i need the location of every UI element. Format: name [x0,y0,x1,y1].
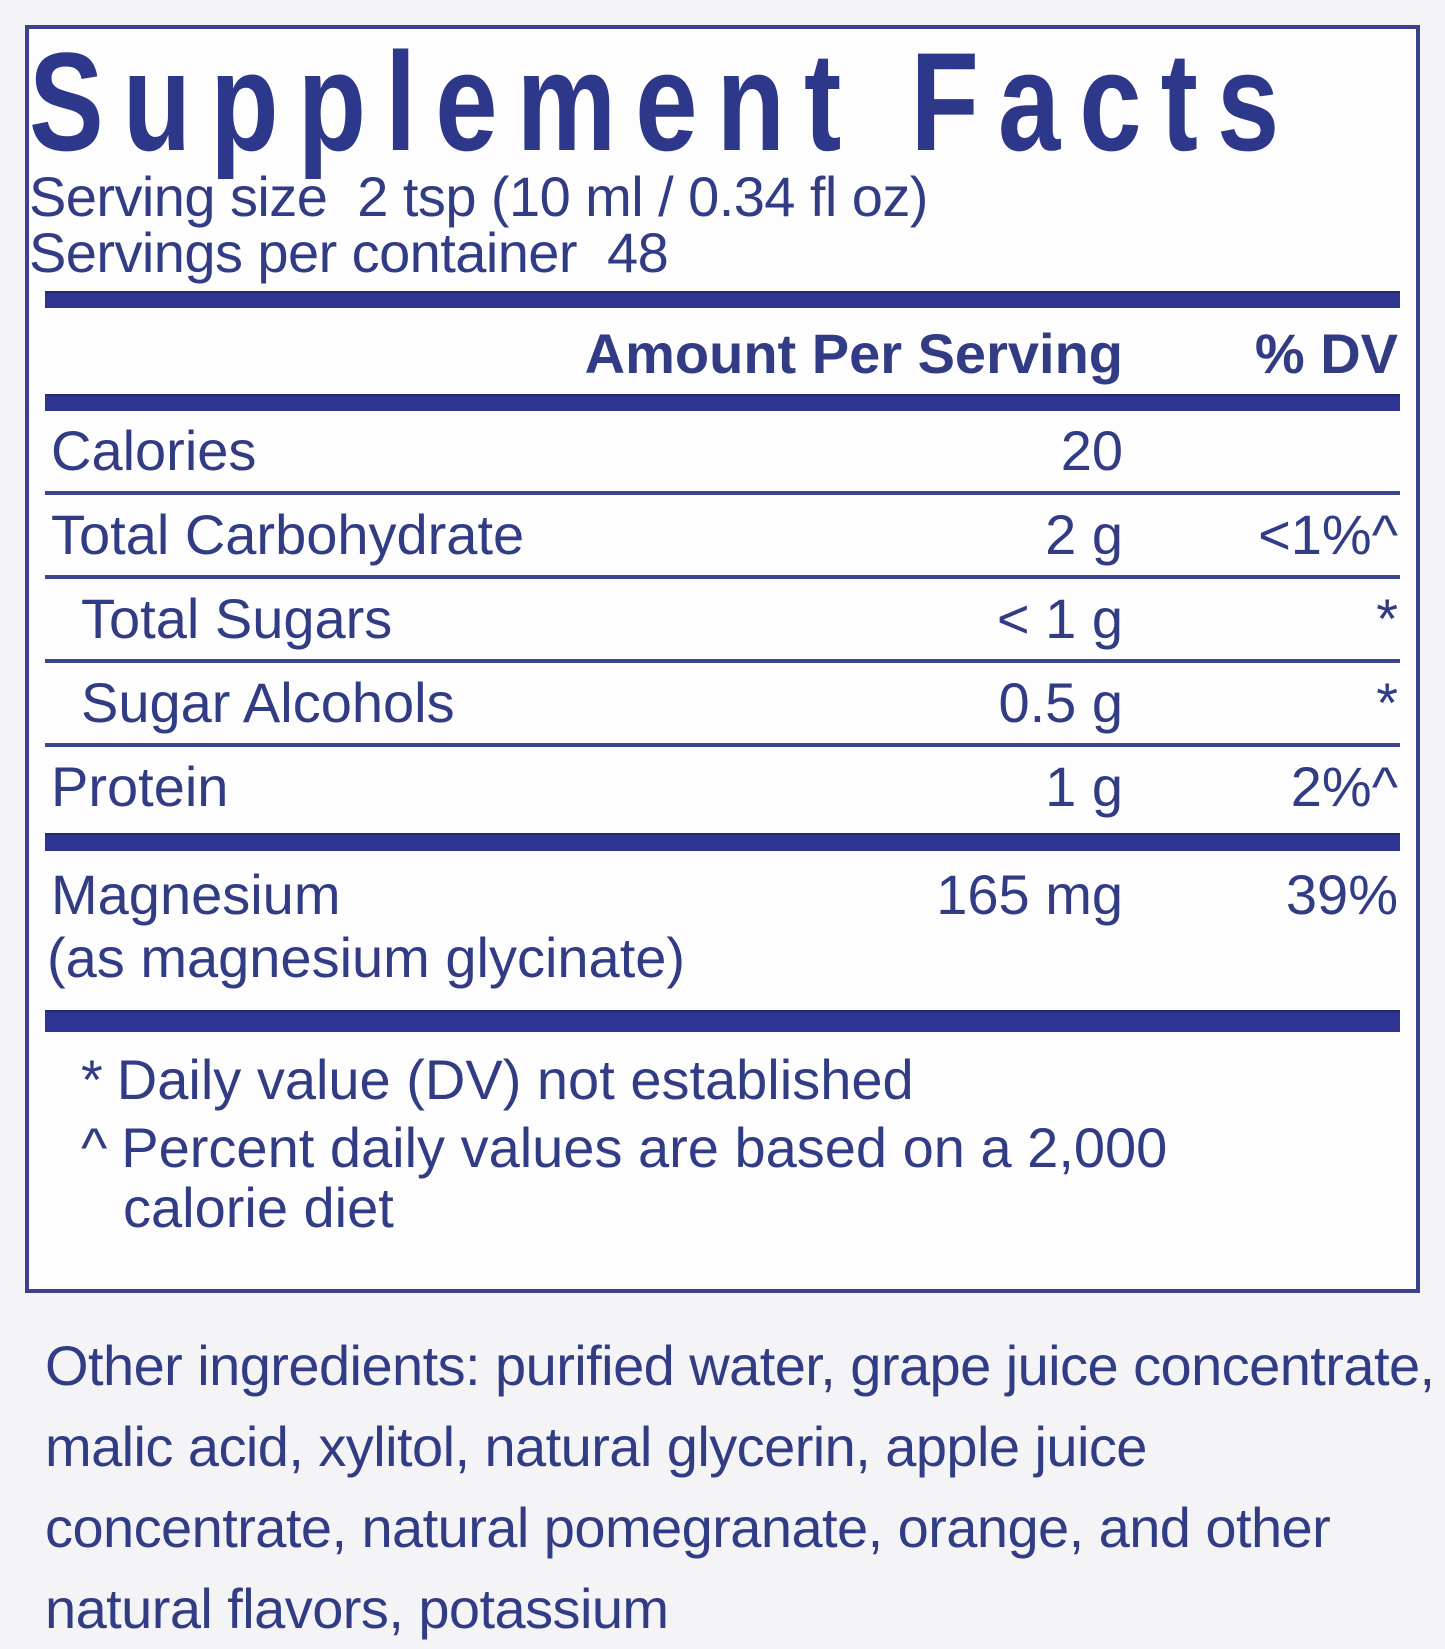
table-row-magnesium: Magnesium (as magnesium glycinate) 165 m… [45,851,1400,1010]
row-dv: * [1376,671,1398,734]
table-row-total-carbohydrate: Total Carbohydrate 2 g <1%^ [45,495,1400,579]
thick-divider-bar [45,394,1400,411]
footnotes: * Daily value (DV) not established ^ Perce… [45,1050,1285,1238]
row-amount: 165 mg [936,863,1123,926]
row-sublabel: (as magnesium glycinate) [47,926,686,989]
row-amount: 20 [1060,419,1123,482]
panel-title: Supplement Facts [29,25,1299,180]
thick-divider-bar [45,833,1400,851]
row-dv: * [1376,587,1398,650]
row-dv: 2%^ [1290,755,1398,818]
footnote-symbol: * [81,1048,103,1111]
footnote-percent-daily-values: ^ Percent daily values are based on a 2,0… [45,1118,1285,1238]
row-dv: 39% [1285,863,1398,926]
table-row-calories: Calories 20 [45,411,1400,495]
table-row-sugar-alcohols: Sugar Alcohols 0.5 g * [45,663,1400,747]
row-amount: < 1 g [996,587,1123,650]
row-dv: <1%^ [1258,503,1398,566]
table-header-row: Amount Per Serving % DV [45,308,1400,394]
row-label: Sugar Alcohols [81,671,455,734]
thick-divider-bar [45,1010,1400,1032]
servings-per-container-line: Servings per container 48 [29,221,669,284]
footnote-dv-not-established: * Daily value (DV) not established [45,1050,1285,1110]
row-amount: 2 g [1045,503,1123,566]
row-amount: 1 g [1045,755,1123,818]
row-amount: 0.5 g [998,671,1123,734]
header-percent-dv: % DV [1254,322,1398,385]
row-label: Protein [51,755,229,818]
table-row-protein: Protein 1 g 2%^ [45,747,1400,833]
supplement-facts-panel: Supplement Facts Serving size 2 tsp (10 … [25,25,1420,1293]
row-label: Total Sugars [81,587,393,650]
footnote-text: Percent daily values are based on a 2,00… [121,1116,1168,1239]
row-label: Total Carbohydrate [51,503,525,566]
footnote-text: Daily value (DV) not established [116,1048,914,1111]
row-label: Calories [51,419,257,482]
row-label: Magnesium [51,863,341,926]
serving-size-line: Serving size 2 tsp (10 ml / 0.34 fl oz) [29,165,928,228]
serving-info: Serving size 2 tsp (10 ml / 0.34 fl oz) … [29,169,1416,281]
thick-divider-bar [45,291,1400,308]
table-row-total-sugars: Total Sugars < 1 g * [45,579,1400,663]
other-ingredients-paragraph: Other ingredients: purified water, grape… [45,1334,1435,1640]
header-amount-per-serving: Amount Per Serving [584,322,1123,385]
footnote-symbol: ^ [81,1116,108,1179]
